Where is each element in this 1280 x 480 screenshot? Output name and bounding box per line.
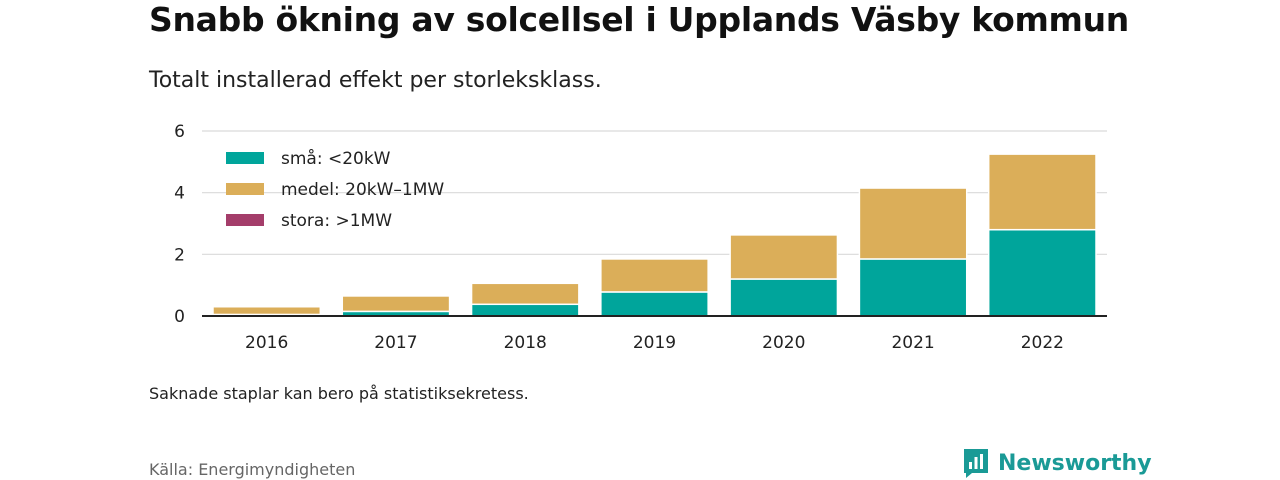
- x-tick-label: 2021: [891, 333, 934, 353]
- newsworthy-logo-icon: [964, 449, 988, 478]
- newsworthy-logo: Newsworthy: [962, 447, 1152, 479]
- bar-segment: [470, 303, 580, 317]
- bar-segment: [341, 295, 451, 313]
- x-tick-label: 2020: [762, 333, 805, 353]
- bar-segment: [600, 291, 709, 317]
- bars: [212, 153, 1097, 317]
- legend-label: små: <20kW: [281, 148, 391, 169]
- legend-label: stora: >1MW: [281, 211, 392, 231]
- legend-swatch: [226, 152, 264, 164]
- bar-segment: [987, 153, 1097, 231]
- y-tick-label: 0: [174, 307, 185, 327]
- brand-name: Newsworthy: [998, 450, 1152, 476]
- footnote: Saknade staplar kan bero på statistiksek…: [149, 384, 529, 403]
- bar-segment: [987, 228, 1097, 317]
- x-tick-label: 2017: [374, 333, 417, 353]
- bar-chart: 0 2 4 6 2016 2017 2018 2019 2020 2021 2022 små: <…: [174, 122, 1107, 353]
- chart-subtitle: Totalt installerad effekt per storlekskl…: [149, 68, 602, 93]
- y-axis-ticks: 0 2 4 6: [174, 122, 185, 327]
- legend: små: <20kW medel: 20kW–1MW stora: >1MW: [226, 148, 444, 231]
- x-axis: 2016 2017 2018 2019 2020 2021 2022: [202, 315, 1107, 353]
- bar-segment: [600, 258, 709, 293]
- bar-segment: [729, 234, 839, 280]
- legend-label: medel: 20kW–1MW: [281, 180, 444, 200]
- source-credit: Källa: Energimyndigheten: [149, 460, 356, 479]
- chart-title: Snabb ökning av solcellsel i Upplands Vä…: [149, 0, 1129, 39]
- bar-segment: [470, 282, 580, 306]
- bar-segment: [212, 306, 322, 316]
- x-tick-label: 2016: [245, 333, 288, 353]
- y-tick-label: 2: [174, 245, 185, 265]
- y-tick-label: 6: [174, 122, 185, 142]
- bar-segment: [729, 278, 839, 317]
- bar-segment: [858, 187, 968, 260]
- x-tick-label: 2022: [1021, 333, 1064, 353]
- x-tick-label: 2019: [633, 333, 676, 353]
- x-tick-label: 2018: [504, 333, 547, 353]
- legend-swatch: [226, 214, 264, 226]
- legend-swatch: [226, 183, 264, 195]
- y-tick-label: 4: [174, 184, 185, 204]
- bar-segment: [858, 258, 968, 317]
